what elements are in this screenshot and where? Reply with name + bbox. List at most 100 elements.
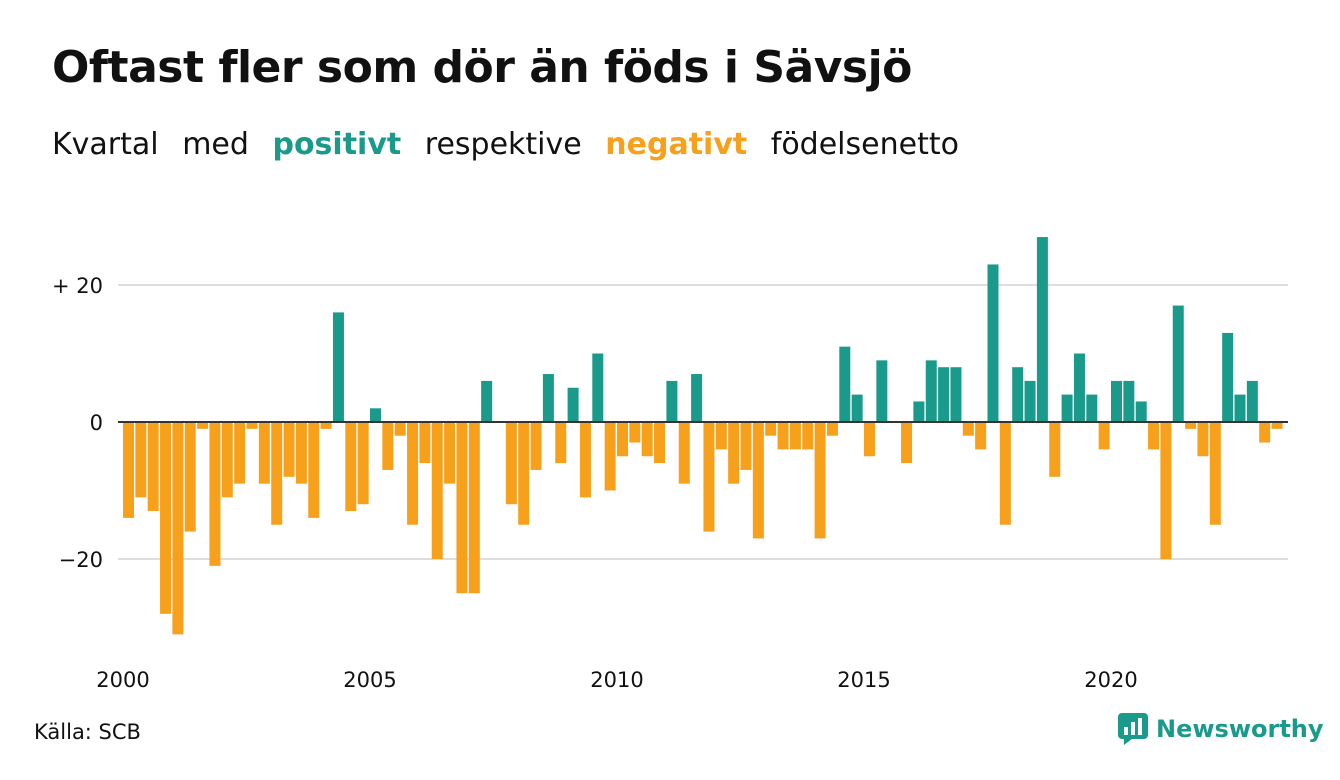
bar-negative	[740, 422, 752, 470]
bar-negative	[1148, 422, 1160, 450]
bar-negative	[604, 422, 616, 491]
bar-negative	[209, 422, 221, 566]
chart-title: Oftast fler som dör än föds i Sävsjö	[52, 42, 912, 93]
bar-negative	[147, 422, 159, 512]
bar-positive	[1123, 380, 1135, 422]
bar-positive	[851, 394, 863, 422]
bar-positive	[1172, 305, 1184, 422]
bar-positive	[876, 360, 888, 422]
y-tick-label: + 20	[52, 274, 103, 298]
bar-negative	[579, 422, 591, 498]
bar-positive	[1012, 367, 1024, 422]
bar-negative	[814, 422, 826, 539]
bar-positive	[542, 374, 554, 422]
bar-negative	[728, 422, 740, 484]
bar-positive	[1086, 394, 1098, 422]
bar-negative	[802, 422, 814, 450]
x-tick-label: 2015	[837, 668, 890, 692]
bar-negative	[320, 422, 332, 429]
bar-positive	[481, 380, 493, 422]
bar-negative	[197, 422, 209, 429]
bar-negative	[864, 422, 875, 457]
bar-negative	[654, 422, 666, 464]
newsworthy-logo-icon	[1118, 713, 1148, 745]
bar-negative	[641, 422, 653, 457]
bar-negative	[382, 422, 394, 470]
bar-positive	[1135, 401, 1147, 422]
bar-negative	[283, 422, 295, 477]
subtitle-word-med: med	[182, 127, 249, 162]
bar-negative	[431, 422, 443, 559]
bar-negative	[357, 422, 369, 505]
bar-positive	[567, 387, 579, 422]
bar-negative	[135, 422, 147, 498]
bar-positive	[1234, 394, 1246, 422]
y-tick-label: −20	[59, 548, 103, 572]
bar-negative	[703, 422, 715, 532]
bar-negative	[617, 422, 628, 457]
bar-negative	[456, 422, 468, 594]
x-tick-label: 2010	[590, 668, 643, 692]
subtitle-word-respektive: respektive	[424, 127, 582, 162]
bar-negative	[530, 422, 542, 470]
bar-negative	[234, 422, 246, 484]
bar-negative	[752, 422, 764, 539]
bar-positive	[666, 380, 678, 422]
bar-negative	[715, 422, 727, 450]
bar-positive	[370, 408, 381, 422]
bar-negative	[975, 422, 987, 450]
bar-positive	[925, 360, 937, 422]
bar-negative	[271, 422, 283, 525]
subtitle-word-fodelsenetto: födelsenetto	[770, 127, 959, 162]
bar-negative	[765, 422, 777, 436]
bar-positive	[1073, 353, 1085, 422]
bar-negative	[444, 422, 456, 484]
bar-chart: + 20 0 −20 2000 2005 2010 2015 2020	[52, 237, 1288, 692]
bar-positive	[913, 401, 925, 422]
bar-negative	[518, 422, 530, 525]
bar-negative	[555, 422, 567, 464]
brand-logo: Newsworthy	[1118, 713, 1324, 745]
source-note: Källa: SCB	[34, 720, 141, 744]
bar-negative	[1259, 422, 1271, 443]
bar-negative	[1098, 422, 1110, 450]
bar-negative	[505, 422, 517, 505]
bar-negative	[468, 422, 480, 594]
bar-negative	[1271, 422, 1283, 429]
bar-negative	[826, 422, 838, 436]
bar-negative	[394, 422, 406, 436]
bar-negative	[901, 422, 913, 464]
bar-positive	[1222, 332, 1234, 422]
bar-negative	[962, 422, 974, 436]
bar-negative	[1197, 422, 1209, 457]
bar-positive	[1246, 380, 1258, 422]
bar-positive	[592, 353, 604, 422]
bar-negative	[629, 422, 641, 443]
bar-negative	[160, 422, 172, 614]
bar-positive	[938, 367, 950, 422]
bar-negative	[221, 422, 233, 498]
bar-positive	[1024, 380, 1036, 422]
bar-negative	[777, 422, 789, 450]
bar-negative	[999, 422, 1011, 525]
x-tick-label: 2000	[96, 668, 149, 692]
bar-negative	[1049, 422, 1061, 477]
x-tick-label: 2005	[343, 668, 396, 692]
chart-subtitle: Kvartal med positivt respektive negativt…	[52, 127, 973, 162]
bar-positive	[950, 367, 962, 422]
y-tick-label: 0	[90, 411, 103, 435]
brand-name: Newsworthy	[1156, 715, 1324, 743]
bar-negative	[1185, 422, 1197, 429]
bar-positive	[987, 264, 999, 422]
bar-negative	[246, 422, 258, 429]
bar-negative	[789, 422, 801, 450]
bar-negative	[258, 422, 270, 484]
bar-negative	[123, 422, 134, 518]
bar-negative	[345, 422, 357, 512]
bar-negative	[184, 422, 196, 532]
bar-negative	[678, 422, 690, 484]
x-tick-label: 2020	[1084, 668, 1137, 692]
bar-negative	[407, 422, 419, 525]
bar-positive	[1111, 380, 1122, 422]
bar-positive	[691, 374, 703, 422]
